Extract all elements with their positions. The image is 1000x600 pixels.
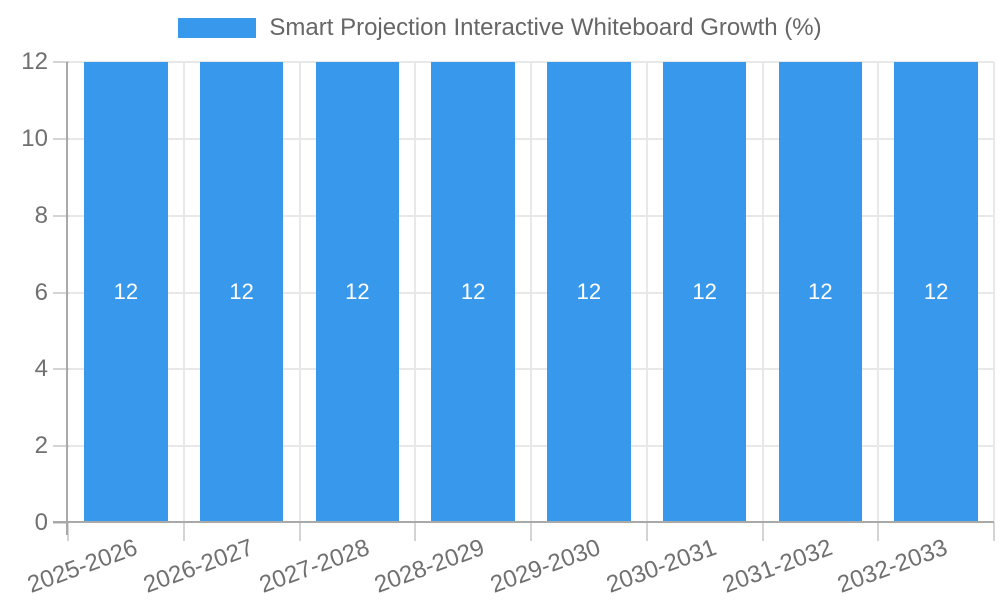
y-axis-tick-label: 4: [34, 355, 48, 383]
gridline-vertical: [530, 62, 532, 523]
y-axis-tick-label: 0: [34, 509, 48, 536]
bar-value-label: 12: [923, 278, 949, 304]
bar-value-label: 12: [808, 278, 833, 304]
bar-value-label: 12: [692, 278, 717, 304]
x-axis-tick-mark: [645, 523, 648, 541]
x-axis-tick-label: 2025-2026: [24, 534, 142, 599]
gridline-vertical: [877, 62, 880, 523]
y-axis-tick-mark: [53, 61, 69, 63]
legend-swatch: [178, 18, 257, 38]
bar-value-label: 12: [576, 278, 602, 304]
x-axis-tick-mark: [877, 523, 880, 541]
bar[interactable]: [662, 62, 747, 523]
bar[interactable]: [431, 62, 515, 523]
x-axis-line: [53, 521, 994, 523]
x-axis-tick-mark: [993, 523, 995, 541]
bar-value-label: 12: [229, 278, 254, 304]
chart-legend[interactable]: Smart Projection Interactive Whiteboard …: [0, 14, 1000, 42]
x-axis-tick-mark: [530, 523, 532, 541]
x-axis-tick-mark: [298, 523, 301, 541]
x-axis-tick-mark: [761, 523, 764, 541]
x-axis-tick-label: 2031-2032: [718, 534, 836, 599]
gridline-vertical: [414, 62, 417, 523]
gridline-vertical: [298, 62, 301, 523]
gridline-vertical: [761, 62, 764, 523]
bar[interactable]: [547, 62, 631, 523]
gridline-vertical: [645, 62, 648, 523]
legend-label: Smart Projection Interactive Whiteboard …: [269, 14, 822, 41]
y-axis-tick-mark: [53, 137, 69, 140]
bar[interactable]: [84, 62, 168, 523]
x-axis-tick-label: 2028-2029: [371, 534, 489, 599]
x-axis-tick-label: 2029-2030: [487, 534, 605, 599]
y-axis-tick-mark: [53, 291, 69, 294]
y-axis-tick-label: 2: [34, 432, 48, 460]
y-axis-line: [66, 62, 68, 535]
bar-value-label: 12: [113, 278, 139, 304]
bar[interactable]: [315, 62, 400, 523]
y-axis-tick-mark: [53, 445, 69, 448]
x-axis-tick-label: 2032-2033: [834, 534, 952, 599]
y-axis-tick-mark: [53, 522, 69, 524]
y-axis-tick-label: 10: [21, 124, 48, 152]
y-axis-tick-label: 8: [34, 201, 48, 229]
bar-value-label: 12: [460, 278, 486, 304]
x-axis-tick-mark: [414, 523, 417, 541]
x-axis-tick-label: 2030-2031: [602, 534, 720, 599]
x-axis-tick-label: 2026-2027: [139, 534, 257, 599]
bar-value-label: 12: [345, 278, 370, 304]
x-axis-tick-label: 2027-2028: [255, 534, 373, 599]
y-axis-tick-label: 6: [34, 278, 48, 306]
y-axis-tick-label: 12: [21, 48, 48, 75]
gridline-vertical: [993, 62, 995, 523]
bar[interactable]: [778, 62, 863, 523]
x-axis-tick-mark: [67, 523, 69, 541]
y-axis-tick-mark: [53, 214, 69, 217]
gridline-vertical: [182, 62, 185, 523]
bar[interactable]: [199, 62, 284, 523]
x-axis-tick-mark: [182, 523, 185, 541]
y-axis-tick-mark: [53, 368, 69, 371]
bar[interactable]: [894, 62, 978, 523]
